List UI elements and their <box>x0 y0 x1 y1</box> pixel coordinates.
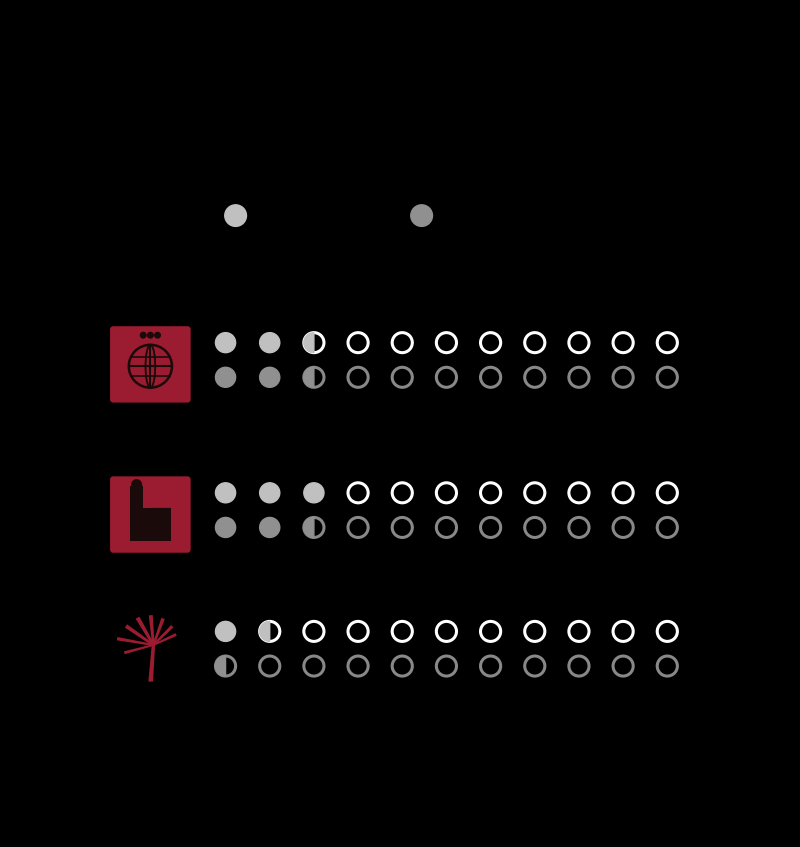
Polygon shape <box>149 615 154 645</box>
Wedge shape <box>260 622 270 641</box>
Polygon shape <box>150 508 171 515</box>
Wedge shape <box>215 656 226 676</box>
Circle shape <box>141 332 146 338</box>
FancyBboxPatch shape <box>130 508 171 541</box>
Circle shape <box>304 483 324 503</box>
Polygon shape <box>125 624 154 646</box>
Circle shape <box>410 205 433 226</box>
Wedge shape <box>304 368 314 387</box>
Polygon shape <box>117 637 154 646</box>
Circle shape <box>260 483 280 503</box>
Polygon shape <box>152 617 165 645</box>
FancyBboxPatch shape <box>110 476 190 553</box>
Polygon shape <box>148 645 155 682</box>
Polygon shape <box>136 617 154 645</box>
Circle shape <box>260 333 280 352</box>
Polygon shape <box>153 633 177 645</box>
FancyBboxPatch shape <box>110 326 190 402</box>
Polygon shape <box>124 645 154 654</box>
Circle shape <box>147 332 153 338</box>
Circle shape <box>225 205 246 226</box>
Circle shape <box>215 518 236 538</box>
Circle shape <box>215 483 236 503</box>
Circle shape <box>260 518 280 538</box>
Circle shape <box>215 368 236 387</box>
Circle shape <box>154 332 160 338</box>
Circle shape <box>215 333 236 352</box>
Circle shape <box>215 622 236 641</box>
FancyBboxPatch shape <box>113 329 187 343</box>
FancyBboxPatch shape <box>130 485 143 509</box>
Circle shape <box>260 368 280 387</box>
Wedge shape <box>304 333 314 352</box>
Circle shape <box>132 479 142 490</box>
Polygon shape <box>153 625 174 645</box>
Wedge shape <box>304 518 314 538</box>
